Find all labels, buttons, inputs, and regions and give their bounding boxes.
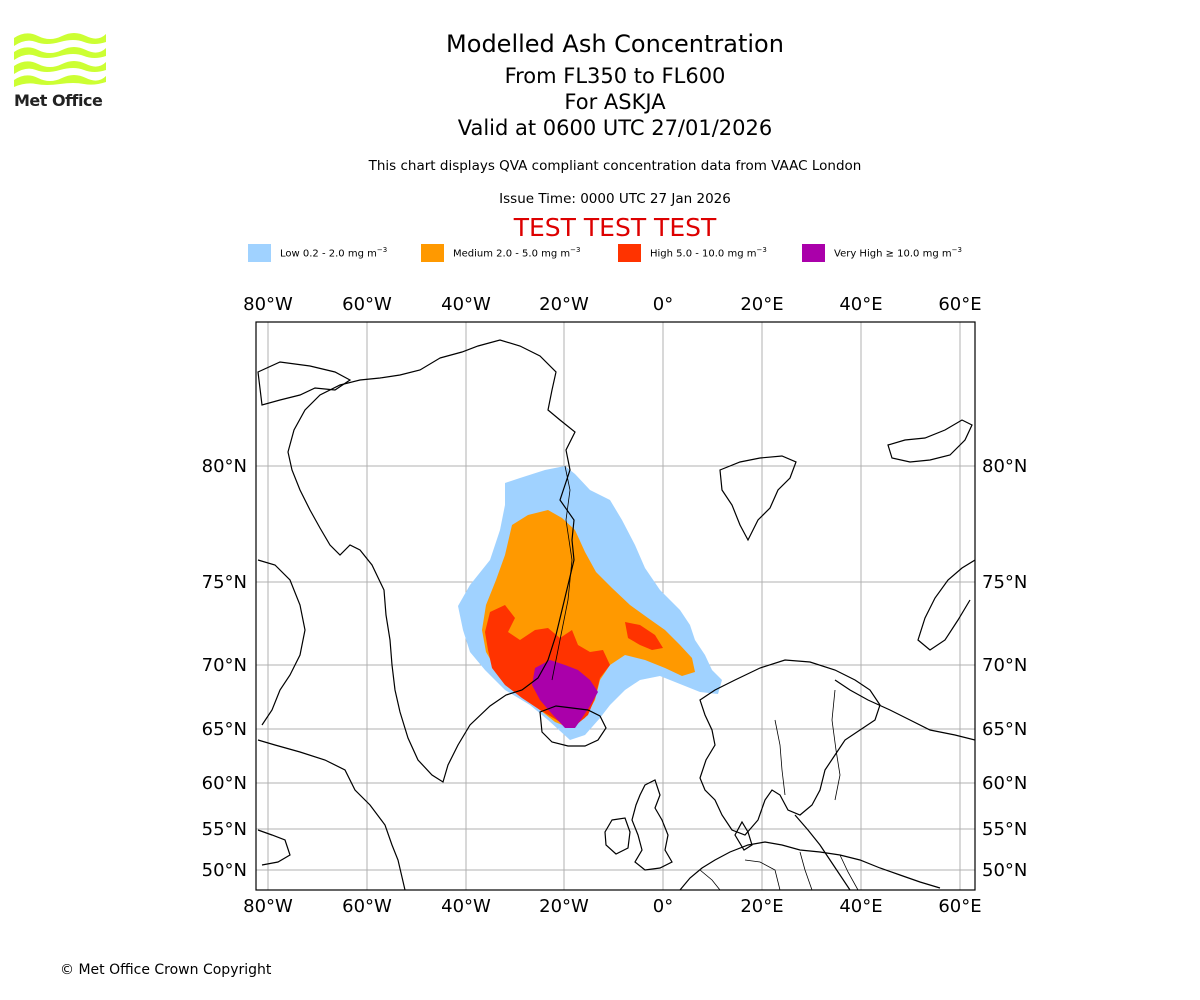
coastline-franz-josef	[887, 419, 973, 463]
lat-label-right: 75°N	[982, 572, 1027, 593]
coastline-svalbard	[719, 455, 797, 542]
map-frame	[255, 321, 976, 891]
lon-label-bottom: 0°	[653, 896, 673, 917]
lon-label-bottom: 80°W	[243, 896, 293, 917]
lon-label-bottom: 40°W	[441, 896, 491, 917]
lat-label-left: 55°N	[202, 819, 247, 840]
lat-label-right: 60°N	[982, 773, 1027, 794]
coastline-continent	[679, 841, 941, 890]
legend-label-low: Low 0.2 - 2.0 mg m	[280, 248, 377, 260]
coastline-scandinavia	[699, 659, 881, 836]
coastline-finland-russia	[834, 679, 975, 741]
lat-label-right: 55°N	[982, 819, 1027, 840]
lat-label-left: 50°N	[202, 860, 247, 881]
coastline-canadian-arctic	[257, 361, 352, 406]
legend-label-medium: Medium 2.0 - 5.0 mg m	[453, 248, 571, 260]
legend-swatch-medium	[421, 244, 444, 262]
lon-label-top: 40°E	[839, 294, 882, 315]
lon-label-bottom: 20°E	[740, 896, 783, 917]
coastline-iceland	[539, 705, 607, 747]
legend-swatch-very-high	[802, 244, 825, 262]
coastline-great-britain	[631, 779, 673, 871]
coastline-denmark	[734, 820, 753, 851]
lon-label-bottom: 60°E	[938, 896, 981, 917]
lon-label-bottom: 60°W	[342, 896, 392, 917]
lat-label-right: 80°N	[982, 456, 1027, 477]
lon-label-bottom: 20°W	[539, 896, 589, 917]
ash-high-east-region	[625, 622, 663, 650]
lon-label-top: 20°W	[539, 294, 589, 315]
valid-time: Valid at 0600 UTC 27/01/2026	[457, 116, 773, 140]
ash-very-high-region	[532, 660, 598, 728]
chart-subtitle: From FL350 to FL600 For ASKJA Valid at 0…	[315, 63, 915, 141]
compliance-note: This chart displays QVA compliant concen…	[368, 158, 862, 174]
coastline-novaya-zemlya	[917, 559, 975, 651]
lon-label-top: 0°	[653, 294, 673, 315]
volcano-name: For ASKJA	[564, 90, 666, 114]
flight-level-range: From FL350 to FL600	[504, 64, 726, 88]
lat-label-left: 80°N	[202, 456, 247, 477]
test-banner: TEST TEST TEST	[513, 213, 717, 242]
country-borders	[551, 465, 859, 890]
lat-label-left: 65°N	[202, 719, 247, 740]
coastline-labrador	[257, 739, 406, 890]
coastline-ireland	[604, 817, 631, 855]
lon-label-bottom: 40°E	[839, 896, 882, 917]
met-office-logo-icon	[14, 33, 106, 87]
lat-label-right: 50°N	[982, 860, 1027, 881]
lon-label-top: 80°W	[243, 294, 293, 315]
lon-label-top: 60°W	[342, 294, 392, 315]
lon-label-top: 20°E	[740, 294, 783, 315]
legend-swatch-low	[248, 244, 271, 262]
chart-title: Modelled Ash Concentration	[446, 30, 784, 58]
coastline-greenland	[287, 339, 576, 783]
lon-label-top: 40°W	[441, 294, 491, 315]
coastlines	[257, 339, 975, 890]
lat-label-left: 70°N	[202, 655, 247, 676]
lat-label-right: 70°N	[982, 655, 1027, 676]
copyright-notice: © Met Office Crown Copyright	[60, 962, 272, 978]
lat-label-left: 60°N	[202, 773, 247, 794]
ash-plume	[458, 466, 722, 740]
coastline-hudson	[257, 829, 291, 866]
legend-label-high: High 5.0 - 10.0 mg m	[650, 248, 757, 260]
legend-label-very-high: Very High ≥ 10.0 mg m	[834, 248, 952, 260]
coastline-baffin	[257, 559, 306, 726]
met-office-logo-text: Met Office	[14, 91, 103, 110]
legend-swatch-high	[618, 244, 641, 262]
lat-label-right: 65°N	[982, 719, 1027, 740]
lat-label-left: 75°N	[202, 572, 247, 593]
lon-label-top: 60°E	[938, 294, 981, 315]
issue-time: Issue Time: 0000 UTC 27 Jan 2026	[499, 191, 731, 207]
